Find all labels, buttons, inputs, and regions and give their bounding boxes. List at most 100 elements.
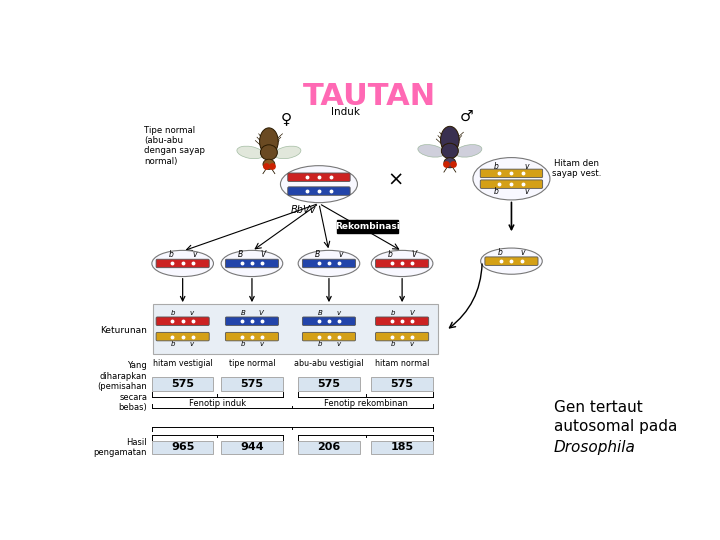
Text: b: b bbox=[494, 162, 498, 171]
Bar bbox=[152, 441, 213, 455]
FancyBboxPatch shape bbox=[302, 317, 356, 326]
FancyBboxPatch shape bbox=[156, 317, 210, 326]
Text: 575: 575 bbox=[391, 379, 413, 389]
Ellipse shape bbox=[298, 251, 360, 276]
Text: B: B bbox=[315, 251, 320, 260]
Text: v: v bbox=[338, 251, 343, 260]
Text: v: v bbox=[525, 162, 529, 171]
Text: v: v bbox=[521, 248, 526, 257]
Ellipse shape bbox=[481, 248, 542, 274]
FancyBboxPatch shape bbox=[225, 317, 279, 326]
FancyBboxPatch shape bbox=[302, 259, 356, 268]
Ellipse shape bbox=[441, 126, 459, 153]
FancyBboxPatch shape bbox=[302, 333, 356, 341]
Ellipse shape bbox=[261, 145, 277, 160]
FancyBboxPatch shape bbox=[225, 259, 279, 268]
Text: V: V bbox=[411, 251, 416, 260]
Ellipse shape bbox=[372, 251, 433, 276]
Text: v: v bbox=[190, 341, 194, 347]
Bar bbox=[298, 377, 360, 392]
Text: V: V bbox=[261, 251, 266, 260]
Ellipse shape bbox=[473, 158, 550, 200]
Ellipse shape bbox=[221, 251, 283, 276]
FancyBboxPatch shape bbox=[480, 180, 543, 188]
Text: Fenotip induk: Fenotip induk bbox=[189, 399, 246, 408]
Bar bbox=[298, 441, 360, 455]
Text: b: b bbox=[391, 310, 395, 316]
Ellipse shape bbox=[152, 251, 213, 276]
FancyBboxPatch shape bbox=[376, 333, 428, 341]
Text: 944: 944 bbox=[240, 442, 264, 453]
Text: 206: 206 bbox=[318, 442, 341, 453]
Text: abu-abu vestigial: abu-abu vestigial bbox=[294, 359, 364, 368]
Text: ♀: ♀ bbox=[280, 111, 292, 126]
Ellipse shape bbox=[441, 143, 459, 159]
Text: hitam normal: hitam normal bbox=[375, 359, 429, 368]
Ellipse shape bbox=[237, 146, 264, 159]
FancyBboxPatch shape bbox=[225, 333, 279, 341]
Text: b: b bbox=[171, 310, 176, 316]
Text: Fenotip rekombinan: Fenotip rekombinan bbox=[323, 399, 408, 408]
Text: hitam vestigial: hitam vestigial bbox=[153, 359, 212, 368]
Text: Rekombinasi: Rekombinasi bbox=[335, 222, 400, 231]
Text: b: b bbox=[318, 341, 322, 347]
Text: 965: 965 bbox=[171, 442, 194, 453]
FancyBboxPatch shape bbox=[485, 257, 538, 265]
Text: Induk: Induk bbox=[331, 107, 361, 117]
Text: v: v bbox=[409, 341, 413, 347]
Text: b: b bbox=[498, 248, 503, 257]
Text: B: B bbox=[318, 310, 322, 316]
Text: b: b bbox=[171, 341, 176, 347]
Text: 185: 185 bbox=[390, 442, 414, 453]
FancyBboxPatch shape bbox=[288, 173, 350, 181]
Text: 575: 575 bbox=[240, 379, 264, 389]
Text: Gen tertaut: Gen tertaut bbox=[554, 400, 642, 415]
Text: v: v bbox=[190, 310, 194, 316]
Text: v: v bbox=[336, 310, 341, 316]
Text: Drosophila: Drosophila bbox=[554, 440, 636, 455]
Text: 575: 575 bbox=[318, 379, 341, 389]
Text: b: b bbox=[388, 251, 393, 260]
Bar bbox=[221, 441, 283, 455]
FancyBboxPatch shape bbox=[288, 187, 350, 195]
FancyBboxPatch shape bbox=[376, 317, 428, 326]
Text: B: B bbox=[240, 310, 245, 316]
Ellipse shape bbox=[281, 166, 357, 202]
FancyBboxPatch shape bbox=[337, 220, 398, 233]
Text: Tipe normal
(abu-abu
dengan sayap
normal): Tipe normal (abu-abu dengan sayap normal… bbox=[145, 126, 205, 166]
Text: b: b bbox=[391, 341, 395, 347]
Text: TAUTAN: TAUTAN bbox=[302, 82, 436, 111]
Ellipse shape bbox=[455, 145, 482, 157]
FancyBboxPatch shape bbox=[156, 259, 210, 268]
Text: V: V bbox=[409, 310, 414, 316]
Ellipse shape bbox=[444, 158, 456, 168]
Text: Keturunan: Keturunan bbox=[100, 326, 148, 335]
Bar bbox=[152, 377, 213, 392]
Text: BbVv: BbVv bbox=[291, 205, 316, 215]
Text: autosomal pada: autosomal pada bbox=[554, 419, 678, 434]
Text: v: v bbox=[259, 341, 264, 347]
Text: 575: 575 bbox=[171, 379, 194, 389]
Text: v: v bbox=[192, 251, 197, 260]
Text: ×: × bbox=[388, 171, 404, 190]
Text: b: b bbox=[168, 251, 174, 260]
Text: V: V bbox=[258, 310, 264, 316]
Bar bbox=[153, 303, 438, 354]
Text: ♂: ♂ bbox=[460, 109, 474, 124]
Bar bbox=[372, 377, 433, 392]
Text: v: v bbox=[525, 187, 529, 197]
Text: b: b bbox=[240, 341, 245, 347]
Text: B: B bbox=[238, 251, 243, 260]
FancyBboxPatch shape bbox=[156, 333, 210, 341]
Ellipse shape bbox=[260, 128, 278, 155]
Text: Hitam den
sayap vest.: Hitam den sayap vest. bbox=[552, 159, 602, 178]
Text: b: b bbox=[494, 187, 498, 197]
Text: Hasil
pengamatan: Hasil pengamatan bbox=[94, 438, 148, 457]
Text: v: v bbox=[336, 341, 341, 347]
Bar bbox=[221, 377, 283, 392]
Ellipse shape bbox=[418, 145, 445, 157]
Ellipse shape bbox=[274, 146, 301, 159]
FancyBboxPatch shape bbox=[480, 169, 543, 178]
FancyBboxPatch shape bbox=[376, 259, 428, 268]
Text: Yang
diharapkan
(pemisahan
secara
bebas): Yang diharapkan (pemisahan secara bebas) bbox=[97, 361, 148, 412]
